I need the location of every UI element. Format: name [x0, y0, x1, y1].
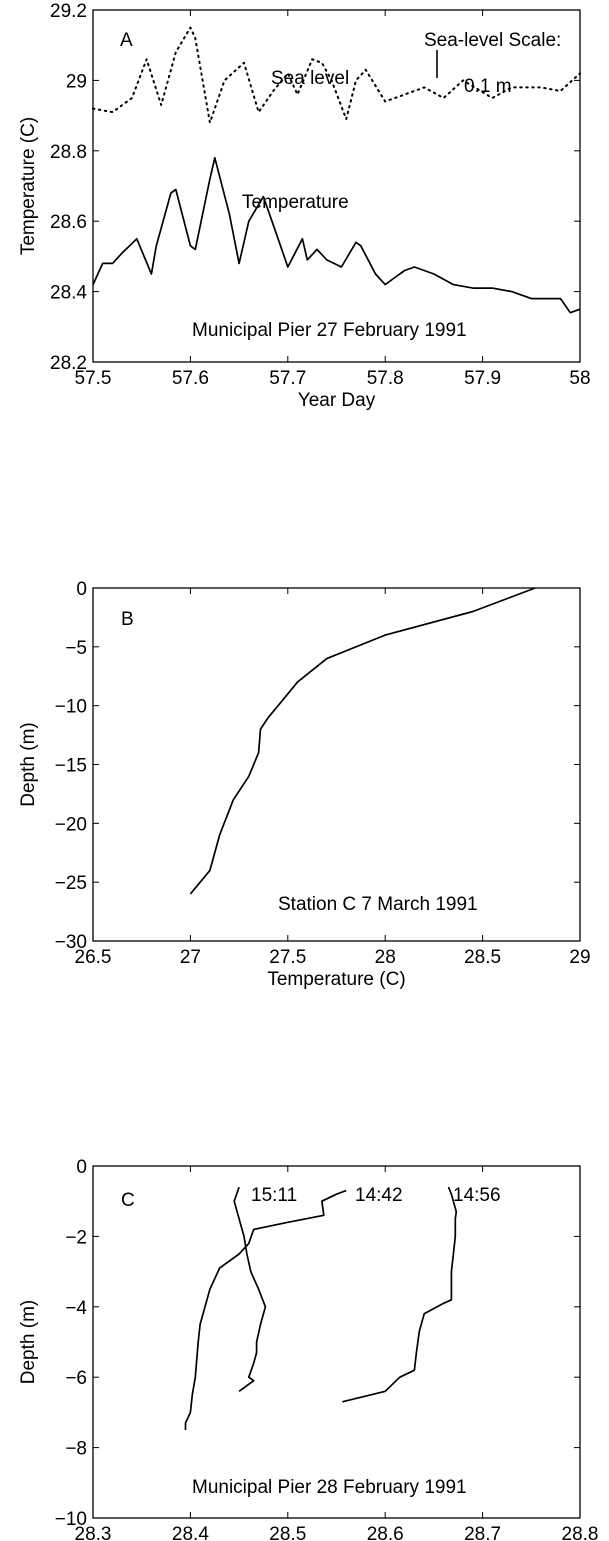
- x-tick-label: 28.8: [562, 1524, 599, 1541]
- annotation-scale-value: 0.1 m: [464, 76, 512, 97]
- plot-frame: [92, 587, 581, 942]
- x-tick-label: 29: [569, 947, 590, 968]
- y-tick-label: 28.8: [50, 142, 87, 163]
- x-tick-label: 57.7: [269, 368, 306, 389]
- x-tick-label: 28.3: [75, 1524, 112, 1541]
- y-tick-label: −20: [55, 814, 87, 835]
- y-tick-label: −25: [55, 873, 87, 894]
- y-axis-label: Temperature (C): [18, 117, 39, 255]
- x-tick-label: 28: [375, 947, 396, 968]
- x-tick-label: 28.5: [269, 1524, 306, 1541]
- panel-label: C: [121, 1190, 135, 1211]
- plot-frame: [92, 9, 581, 363]
- x-axis-label: Year Day: [298, 390, 376, 411]
- x-tick-label: 57.6: [172, 368, 209, 389]
- y-tick-label: −30: [55, 932, 87, 953]
- series-label: 14:42: [355, 1185, 403, 1206]
- y-tick-label: −2: [65, 1227, 87, 1248]
- y-tick-label: −8: [65, 1439, 87, 1460]
- y-tick-label: 28.2: [50, 353, 87, 374]
- series-label: 14:56: [453, 1185, 501, 1206]
- panel-label: B: [121, 609, 134, 630]
- annotation-caption: Municipal Pier 27 February 1991: [192, 320, 467, 341]
- y-tick-label: −10: [55, 1509, 87, 1530]
- x-tick-label: 27.5: [269, 947, 306, 968]
- y-tick-label: 0: [76, 579, 87, 600]
- series-line-1511: [233, 1186, 267, 1392]
- y-tick-label: 29: [66, 71, 87, 92]
- x-axis-label: Temperature (C): [267, 969, 405, 990]
- annotation-scale-title: Sea-level Scale:: [424, 30, 561, 51]
- x-tick-label: 58: [569, 368, 590, 389]
- y-tick-label: 28.6: [50, 212, 87, 233]
- plot-frame: [92, 1165, 581, 1519]
- x-tick-label: 28.7: [464, 1524, 501, 1541]
- x-tick-label: 57.8: [367, 368, 404, 389]
- panel-label: A: [120, 30, 133, 51]
- temperature-line: [92, 156, 581, 314]
- x-tick-label: 28.5: [464, 947, 501, 968]
- y-tick-label: −10: [55, 697, 87, 718]
- annotation-caption: Municipal Pier 28 February 1991: [192, 1477, 467, 1498]
- y-tick-label: −4: [65, 1298, 87, 1319]
- x-tick-label: 57.5: [75, 368, 112, 389]
- y-tick-label: 0: [76, 1157, 87, 1178]
- y-tick-label: 29.2: [50, 1, 87, 22]
- annotation-temperature-label: Temperature: [242, 192, 349, 213]
- sea-level-line: [92, 26, 581, 124]
- x-tick-label: 28.6: [367, 1524, 404, 1541]
- chart-panel-c: 28.328.428.528.628.728.8−10−8−6−4−20Temp…: [18, 1157, 598, 1541]
- annotation-sea-level-label: Sea level: [271, 68, 349, 89]
- x-tick-label: 28.4: [172, 1524, 209, 1541]
- y-axis-label: Depth (m): [18, 722, 39, 806]
- y-tick-label: −15: [55, 756, 87, 777]
- chart-panel-b: 26.5 27 27.5 28 28.5 29 −30 −25 −20 −15 −10 −5 0 Temp…: [18, 579, 591, 990]
- y-tick-label: −5: [65, 638, 87, 659]
- y-axis-label: Depth (m): [18, 1300, 39, 1384]
- temperature-line: [189, 587, 536, 895]
- x-tick-label: 26.5: [75, 947, 112, 968]
- chart-panel-a: 57.5 57.6 57.7 57.8 57.9 58 28.2 28.4 28.6 28.8 29…: [18, 1, 591, 411]
- series-label: 15:11: [251, 1185, 297, 1206]
- annotation-caption: Station C 7 March 1991: [278, 894, 478, 915]
- x-tick-label: 57.9: [464, 368, 501, 389]
- series-line-1442: [184, 1189, 347, 1430]
- x-tick-label: 27: [180, 947, 201, 968]
- y-tick-label: −6: [65, 1368, 87, 1389]
- series-line-1456: [342, 1186, 458, 1403]
- y-tick-label: 28.4: [50, 283, 87, 304]
